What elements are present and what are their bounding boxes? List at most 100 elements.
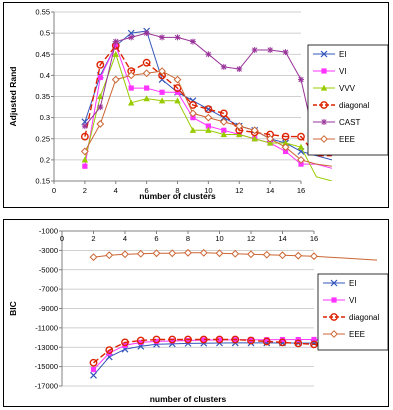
- data-point: [297, 155, 305, 164]
- data-point: [267, 47, 274, 54]
- data-point: [159, 34, 166, 41]
- series-eee: [80, 67, 332, 167]
- data-point: [281, 143, 290, 152]
- legend-label: VI: [339, 67, 347, 76]
- x-tick-label: 16: [297, 186, 305, 195]
- data-point: [216, 337, 223, 343]
- legend-marker: [321, 68, 327, 74]
- y-tick-label: 0.5: [40, 29, 50, 38]
- data-point: [231, 335, 240, 344]
- data-point: [97, 104, 104, 111]
- y-tick-label: -11000: [35, 323, 58, 332]
- data-point: [266, 134, 275, 143]
- y-tick-label: -17000: [35, 382, 58, 391]
- series-eee: [89, 248, 378, 262]
- x-tick-label: 10: [204, 186, 212, 195]
- x-tick-label: 14: [278, 234, 286, 243]
- y-tick-label: -5000: [39, 265, 58, 274]
- data-point: [204, 113, 213, 122]
- y-axis-title: BIC: [8, 301, 18, 316]
- y-tick-label: 0.45: [35, 50, 50, 59]
- legend-label: EEE: [339, 135, 355, 144]
- data-point: [152, 249, 161, 258]
- data-point: [136, 249, 145, 258]
- data-point: [231, 249, 240, 258]
- data-point: [189, 101, 197, 109]
- data-point: [235, 122, 244, 130]
- y-axis-title: Adjusted Rand: [8, 67, 18, 127]
- data-point: [201, 337, 207, 343]
- y-tick-label: -7000: [39, 285, 58, 294]
- legend-marker: [321, 119, 327, 125]
- data-point: [105, 251, 114, 260]
- data-point: [190, 115, 196, 121]
- legend-marker: [330, 330, 338, 338]
- data-point: [281, 132, 290, 141]
- data-point: [298, 161, 304, 167]
- data-point: [127, 99, 135, 106]
- data-point: [278, 338, 287, 347]
- y-tick-label: -1000: [39, 227, 58, 236]
- legend-label: diagonal: [349, 313, 379, 322]
- y-tick-label: 0.55: [35, 8, 50, 17]
- data-point: [90, 366, 97, 373]
- data-point: [127, 71, 136, 80]
- data-point: [158, 97, 166, 104]
- data-point: [142, 58, 151, 67]
- data-point: [247, 250, 255, 259]
- data-point: [152, 335, 161, 344]
- legend-label: diagonal: [339, 101, 369, 110]
- data-point: [174, 89, 181, 95]
- data-point: [250, 126, 259, 135]
- data-point: [128, 85, 134, 91]
- y-tick-label: 0.25: [35, 134, 50, 143]
- data-point: [262, 250, 271, 259]
- y-tick-label: 0.35: [35, 92, 50, 101]
- data-point: [294, 251, 303, 260]
- series-cast: [81, 30, 333, 157]
- data-point: [89, 358, 98, 367]
- x-tick-label: 2: [91, 234, 95, 243]
- data-point: [174, 34, 181, 41]
- data-point: [184, 335, 192, 344]
- x-tick-label: 2: [83, 186, 87, 195]
- legend-label: VI: [349, 296, 357, 305]
- data-point: [159, 89, 165, 95]
- data-point: [204, 105, 213, 114]
- data-point: [215, 249, 224, 258]
- legend-marker: [330, 313, 338, 321]
- data-point: [221, 127, 227, 133]
- legend-label: CAST: [339, 118, 360, 127]
- plot-area: [80, 27, 333, 181]
- y-tick-label: 0.4: [40, 71, 50, 80]
- series-line: [84, 44, 332, 157]
- data-point: [297, 132, 305, 141]
- data-point: [247, 336, 255, 345]
- x-tick-label: 10: [215, 234, 223, 243]
- data-point: [80, 147, 89, 156]
- legend-box: [307, 44, 388, 156]
- legend-label: EEE: [349, 330, 365, 339]
- data-point: [144, 85, 150, 91]
- x-axis-title: number of clusters: [139, 191, 216, 201]
- data-point: [112, 50, 119, 57]
- data-point: [282, 139, 289, 146]
- x-tick-label: 16: [310, 234, 318, 243]
- data-point: [143, 30, 150, 37]
- data-point: [248, 337, 254, 343]
- x-tick-label: 6: [145, 186, 149, 195]
- x-tick-label: 8: [186, 234, 190, 243]
- data-point: [113, 43, 119, 49]
- data-point: [168, 249, 177, 258]
- data-point: [112, 38, 119, 45]
- legend-box: [317, 273, 388, 351]
- data-point: [121, 338, 129, 347]
- data-point: [81, 156, 89, 163]
- data-point: [205, 123, 211, 129]
- x-tick-label: 14: [266, 186, 274, 195]
- data-point: [282, 148, 289, 155]
- legend: EI VI diagonal EEE: [317, 273, 388, 351]
- data-point: [205, 51, 212, 58]
- legend-marker: [331, 297, 337, 303]
- y-tick-label: -3000: [39, 246, 58, 255]
